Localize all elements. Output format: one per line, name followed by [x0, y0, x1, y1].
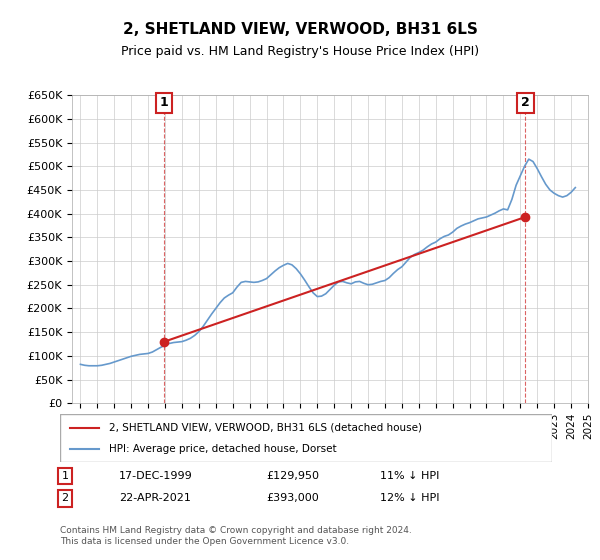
Text: 1: 1: [61, 471, 68, 481]
Text: 22-APR-2021: 22-APR-2021: [119, 493, 191, 503]
Text: 17-DEC-1999: 17-DEC-1999: [119, 471, 193, 481]
Text: 11% ↓ HPI: 11% ↓ HPI: [380, 471, 439, 481]
Text: 2, SHETLAND VIEW, VERWOOD, BH31 6LS: 2, SHETLAND VIEW, VERWOOD, BH31 6LS: [122, 22, 478, 38]
Text: 2, SHETLAND VIEW, VERWOOD, BH31 6LS (detached house): 2, SHETLAND VIEW, VERWOOD, BH31 6LS (det…: [109, 423, 422, 433]
Text: 12% ↓ HPI: 12% ↓ HPI: [380, 493, 439, 503]
Text: Contains HM Land Registry data © Crown copyright and database right 2024.
This d: Contains HM Land Registry data © Crown c…: [60, 526, 412, 546]
Text: £393,000: £393,000: [266, 493, 319, 503]
Text: Price paid vs. HM Land Registry's House Price Index (HPI): Price paid vs. HM Land Registry's House …: [121, 45, 479, 58]
Text: 1: 1: [160, 96, 169, 109]
Text: 2: 2: [521, 96, 530, 109]
Text: 2: 2: [61, 493, 68, 503]
FancyBboxPatch shape: [60, 414, 552, 462]
Text: £129,950: £129,950: [266, 471, 320, 481]
Text: HPI: Average price, detached house, Dorset: HPI: Average price, detached house, Dors…: [109, 444, 337, 454]
